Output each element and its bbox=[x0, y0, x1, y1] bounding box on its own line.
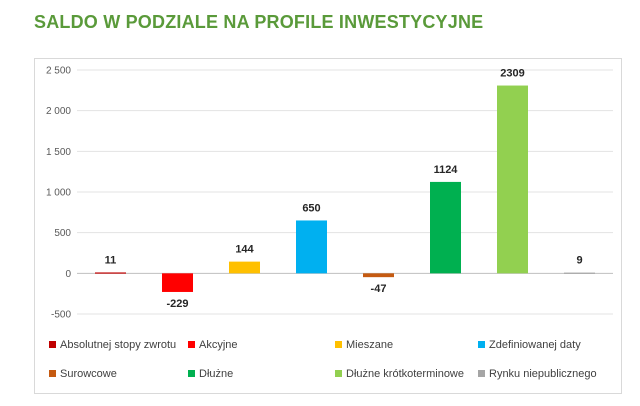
y-tick-label: 2 500 bbox=[46, 66, 71, 77]
legend-label: Akcyjne bbox=[199, 339, 238, 351]
legend-swatch bbox=[335, 370, 342, 377]
bar bbox=[430, 181, 461, 274]
legend-swatch bbox=[335, 341, 342, 348]
data-label: -229 bbox=[166, 298, 188, 310]
legend-label: Dłużne bbox=[199, 368, 233, 380]
legend-swatch bbox=[188, 341, 195, 348]
legend-swatch bbox=[49, 370, 56, 377]
bar-chart: -500 0 500 1 000 1 500 2 000 2 500 11 -229 144 650… bbox=[46, 66, 613, 380]
y-tick-label: 1 500 bbox=[46, 147, 71, 158]
bar bbox=[497, 85, 528, 274]
legend-swatch bbox=[188, 370, 195, 377]
y-tick-label: 2 000 bbox=[46, 106, 71, 117]
chart-area: -500 0 500 1 000 1 500 2 000 2 500 11 -229 144 650… bbox=[34, 58, 622, 394]
data-label: -47 bbox=[371, 283, 387, 295]
chart-title: SALDO W PODZIALE NA PROFILE INWESTYCYJNE bbox=[34, 12, 484, 32]
legend-swatch bbox=[478, 341, 485, 348]
data-label: 650 bbox=[302, 202, 320, 214]
legend-label: Mieszane bbox=[346, 339, 393, 351]
data-label: 144 bbox=[235, 244, 254, 256]
legend-swatch bbox=[478, 370, 485, 377]
legend-swatch bbox=[49, 341, 56, 348]
y-tick-label: -500 bbox=[51, 310, 71, 321]
legend-label: Rynku niepublicznego bbox=[489, 368, 597, 380]
bar bbox=[363, 273, 394, 278]
data-label: 9 bbox=[576, 255, 582, 267]
bar bbox=[296, 220, 327, 274]
data-label: 11 bbox=[105, 254, 117, 266]
data-label: 1124 bbox=[434, 164, 459, 176]
data-label: 2309 bbox=[500, 68, 524, 80]
bar bbox=[162, 273, 193, 292]
legend-label: Dłużne krótkoterminowe bbox=[346, 368, 464, 380]
bar bbox=[95, 272, 126, 274]
legend-label: Surowcowe bbox=[60, 368, 117, 380]
legend-label: Absolutnej stopy zwrotu bbox=[60, 339, 176, 351]
y-tick-label: 0 bbox=[65, 269, 71, 280]
bar bbox=[564, 272, 595, 274]
legend-label: Zdefiniowanej daty bbox=[489, 339, 581, 351]
bar bbox=[229, 261, 260, 274]
y-tick-label: 500 bbox=[54, 228, 71, 239]
y-tick-label: 1 000 bbox=[46, 188, 71, 199]
